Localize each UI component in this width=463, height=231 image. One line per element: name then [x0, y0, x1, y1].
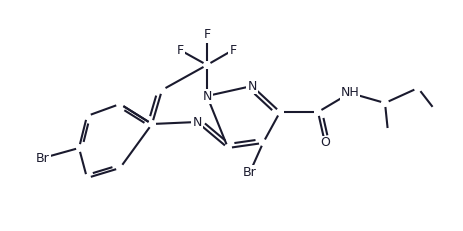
Text: Br: Br	[36, 152, 50, 164]
Text: N: N	[192, 116, 201, 128]
Text: F: F	[229, 43, 236, 57]
Text: F: F	[176, 43, 183, 57]
Text: N: N	[247, 79, 256, 92]
Text: F: F	[203, 28, 210, 42]
Text: N: N	[202, 89, 211, 103]
Text: Br: Br	[243, 165, 257, 179]
Text: NH: NH	[340, 86, 359, 100]
Text: O: O	[319, 137, 329, 149]
